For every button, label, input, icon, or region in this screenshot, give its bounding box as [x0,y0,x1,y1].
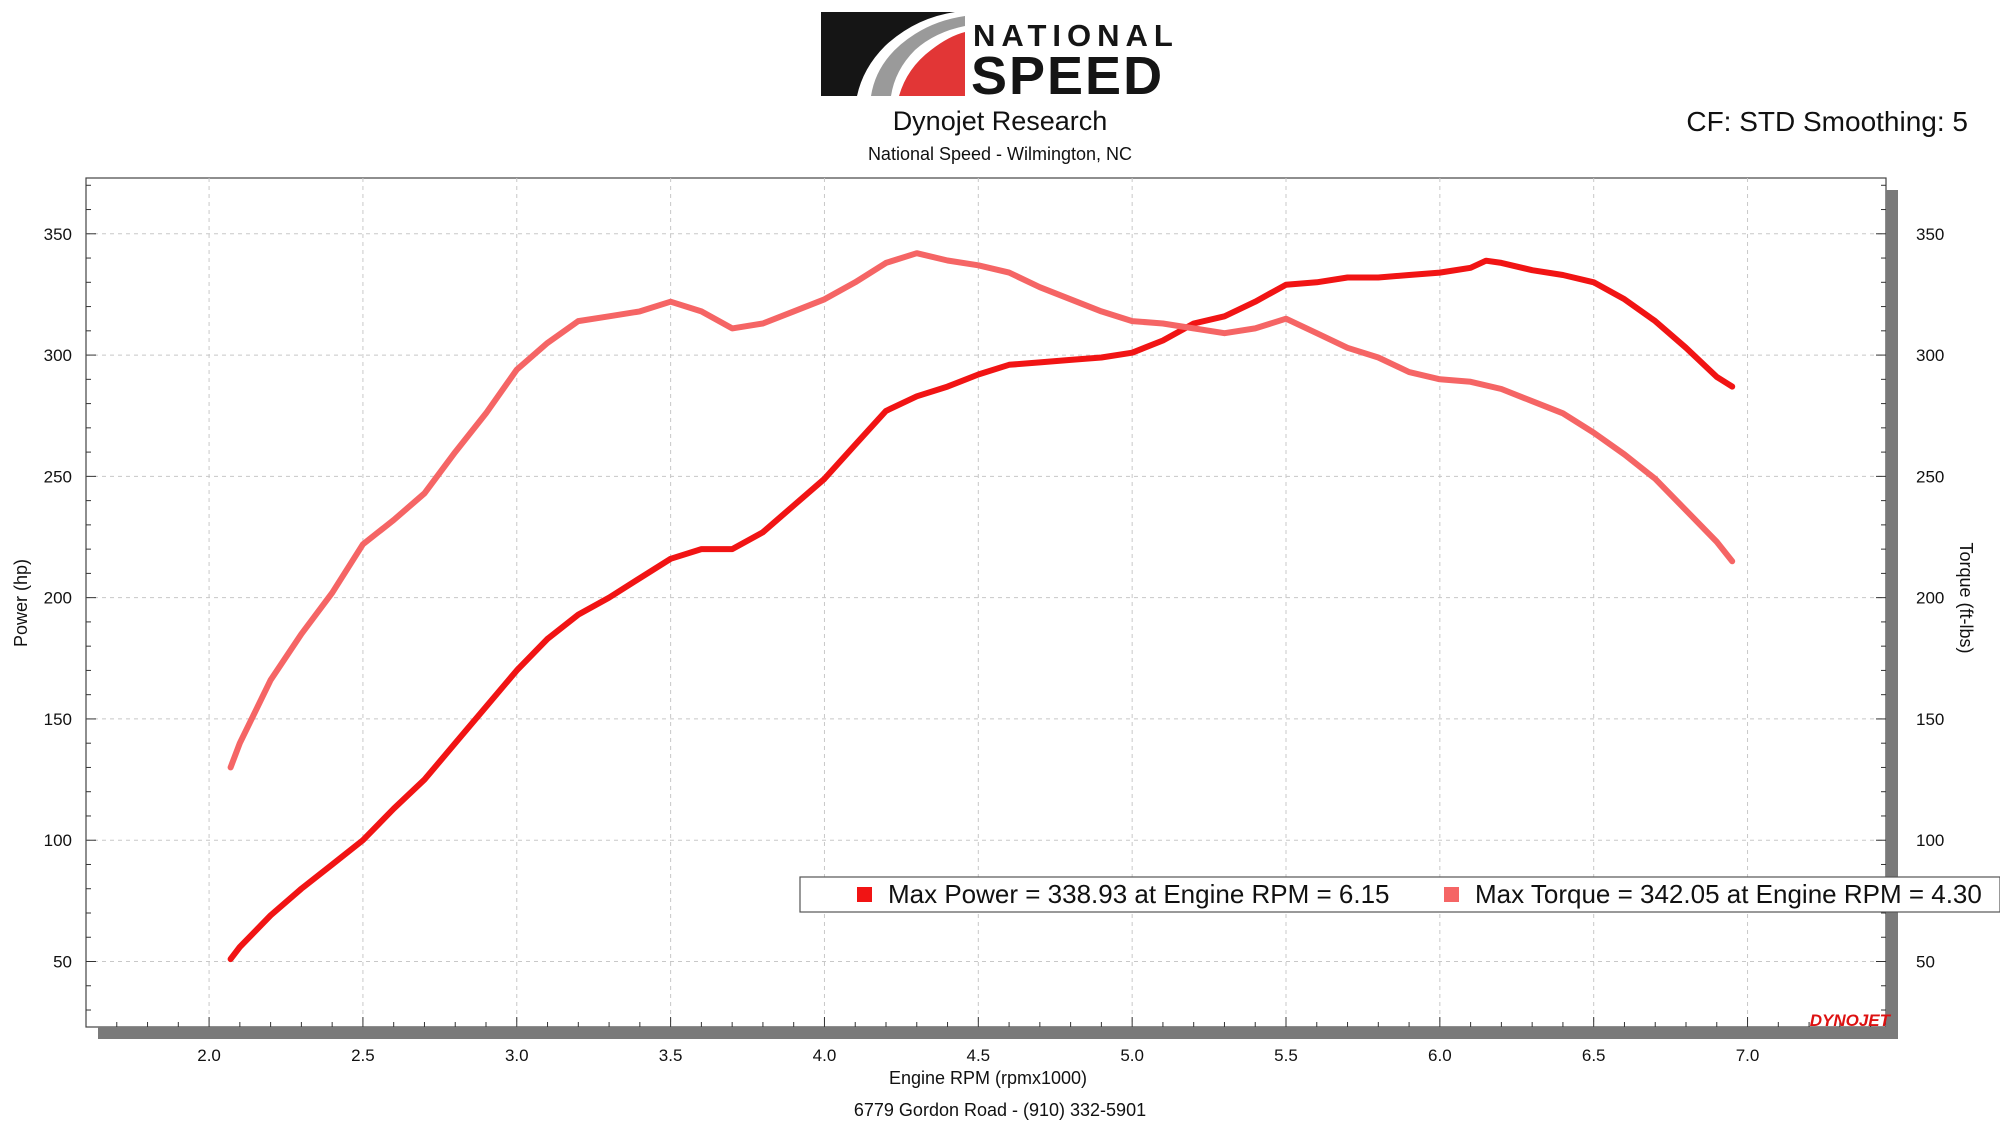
x-axis-ticks: 2.0 2.5 3.0 3.5 4.0 4.5 5.0 5.5 6.0 6.5 7.0 [116,1017,1872,1065]
logo-text-speed: SPEED [971,46,1164,100]
legend-torque-label: Max Torque = 342.05 at Engine RPM = 4.30 [1475,879,1982,909]
y-right-tick-label: 150 [1916,710,1944,729]
x-tick-label: 2.0 [197,1046,221,1065]
y-left-tick-label: 350 [44,225,72,244]
dynojet-mark: DYNOJET [1810,1011,1892,1030]
y-left-tick-label: 200 [44,589,72,608]
logo-swoosh-black [821,12,955,96]
national-speed-logo: NATIONAL SPEED [821,12,1179,100]
y-axis-label-left: Power (hp) [11,559,31,647]
logo-swoosh-gray [871,16,965,96]
x-tick-label: 5.5 [1274,1046,1298,1065]
y-right-tick-label: 200 [1916,589,1944,608]
y-left-tick-label: 300 [44,346,72,365]
legend-power-swatch [857,887,872,902]
y-left-tick-label: 250 [44,467,72,486]
bottom-axis-band [98,1027,1898,1039]
legend-power-label: Max Power = 338.93 at Engine RPM = 6.15 [888,879,1390,909]
footer-address: 6779 Gordon Road - (910) 332-5901 [853,1100,1147,1120]
y-right-tick-label: 350 [1916,225,1944,244]
legend-torque-swatch [1444,887,1459,902]
x-axis-label: Engine RPM (rpmx1000) [889,1068,1087,1088]
y-left-tick-label: 150 [44,710,72,729]
chart-title: Dynojet Research [892,106,1108,136]
x-tick-label: 6.0 [1428,1046,1452,1065]
series-lines [227,250,1736,963]
x-tick-label: 5.0 [1120,1046,1144,1065]
torque-curve [227,250,1736,771]
logo-swoosh-red [899,32,965,96]
y-right-tick-label: 50 [1916,953,1935,972]
chart-subtitle: National Speed - Wilmington, NC [867,144,1133,164]
power-curve [227,257,1736,963]
y-right-tick-label: 250 [1916,467,1944,486]
x-tick-label: 3.0 [505,1046,529,1065]
x-tick-label: 4.0 [813,1046,837,1065]
y-axis-label-right: Torque (ft-lbs) [1956,542,1976,653]
y-right-tick-label: 300 [1916,346,1944,365]
right-axis-band [1886,190,1898,1027]
legend-box [799,876,2000,913]
x-tick-label: 2.5 [351,1046,375,1065]
logo-text-national: NATIONAL [973,18,1179,53]
legend: Max Power = 338.93 at Engine RPM = 6.15 … [799,876,2000,913]
y-right-tick-label: 100 [1916,831,1944,850]
x-tick-label: 3.5 [659,1046,683,1065]
y-left-tick-label: 50 [53,953,72,972]
correction-info: CF: STD Smoothing: 5 [1686,106,1968,137]
x-tick-label: 6.5 [1582,1046,1606,1065]
x-tick-label: 4.5 [966,1046,990,1065]
y-axis-ticks: 50 50 100 100 150 150 200 200 250 250 300 300 350 350 [44,184,1944,1011]
y-left-tick-label: 100 [44,831,72,850]
x-tick-label: 7.0 [1736,1046,1760,1065]
